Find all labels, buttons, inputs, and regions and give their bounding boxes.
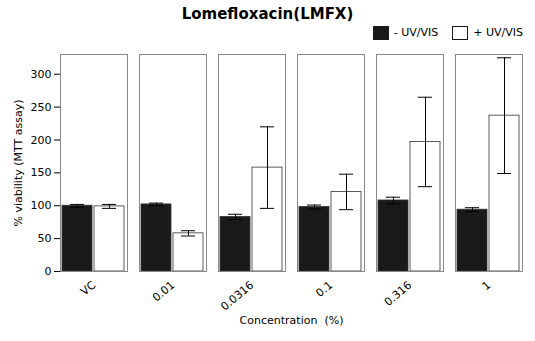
- svg-text:50: 50: [38, 232, 52, 245]
- svg-text:250: 250: [31, 101, 52, 114]
- svg-text:100: 100: [31, 199, 52, 212]
- svg-text:300: 300: [31, 68, 52, 81]
- html-text:Lomefloxacin(LMFX): Lomefloxacin(LMFX): [181, 5, 354, 23]
- svg-text:% viability (MTT assay): % viability (MTT assay): [12, 100, 25, 227]
- svg-text:150: 150: [31, 166, 52, 179]
- svg-text:200: 200: [31, 134, 52, 147]
- svg-text:Concentration (%): Concentration (%): [240, 314, 344, 327]
- svg-text:1: 1: [479, 279, 493, 293]
- svg-text:0.316: 0.316: [382, 279, 414, 309]
- svg-text:0.0316: 0.0316: [218, 279, 256, 314]
- svg-text:VC: VC: [78, 278, 98, 298]
- svg-text:0.1: 0.1: [313, 279, 335, 300]
- svg-text:0: 0: [45, 265, 52, 278]
- svg-text:0.01: 0.01: [150, 279, 177, 305]
- html-text:- UV/VIS: - UV/VIS: [393, 26, 439, 39]
- html-text:+ UV/VIS: + UV/VIS: [473, 26, 523, 39]
